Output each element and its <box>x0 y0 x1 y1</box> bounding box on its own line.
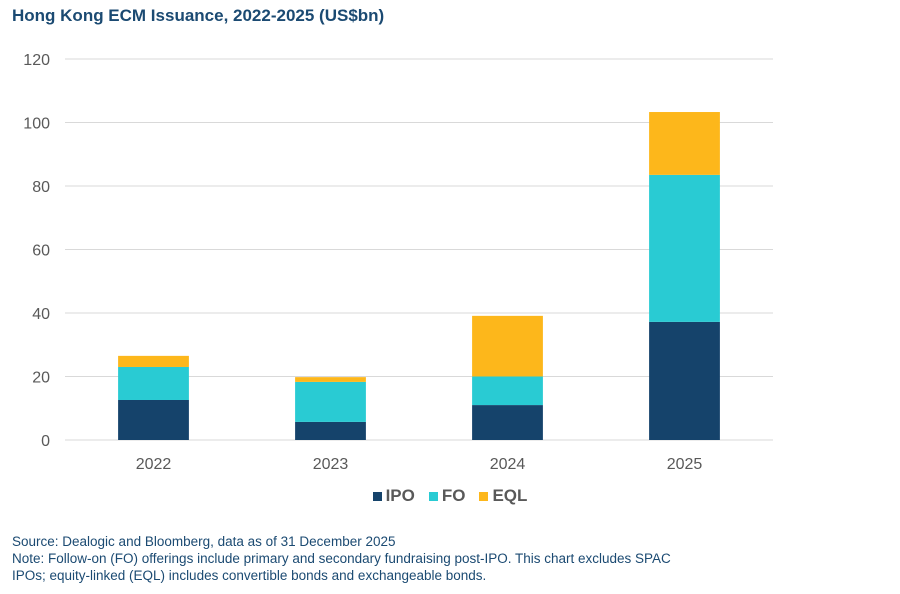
legend-label-eql: EQL <box>492 486 528 505</box>
legend-swatch-ipo <box>372 491 382 501</box>
legend-label-ipo: IPO <box>385 486 415 505</box>
legend-item-eql: EQL <box>479 486 527 506</box>
note-line-2: IPOs; equity-linked (EQL) includes conve… <box>12 568 487 583</box>
chart-title: Hong Kong ECM Issuance, 2022-2025 (US$bn… <box>12 6 385 25</box>
legend-label-fo: FO <box>441 486 466 505</box>
bar-fo-2022 <box>118 366 189 400</box>
note-line-1: Note: Follow-on (FO) offerings include p… <box>12 551 671 566</box>
y-tick-label: 120 <box>23 52 50 69</box>
x-tick-label: 2023 <box>313 456 349 473</box>
legend-swatch-fo <box>428 491 438 501</box>
x-tick-label: 2022 <box>136 456 172 473</box>
bar-ipo-2022 <box>118 399 189 440</box>
bar-fo-2024 <box>472 376 543 406</box>
y-tick-label: 60 <box>32 243 50 260</box>
bar-eql-2024 <box>472 315 543 377</box>
y-tick-label: 40 <box>32 306 50 323</box>
legend-item-ipo: IPO <box>372 486 415 506</box>
bar-fo-2025 <box>649 174 720 322</box>
footnotes: Source: Dealogic and Bloomberg, data as … <box>12 533 671 584</box>
bar-eql-2025 <box>649 112 720 175</box>
y-tick-label: 0 <box>41 433 50 450</box>
legend-item-fo: FO <box>428 486 466 506</box>
legend: IPO FO EQL <box>0 486 900 506</box>
x-tick-label: 2025 <box>667 456 703 473</box>
y-tick-label: 80 <box>32 179 50 196</box>
y-tick-label: 100 <box>23 116 50 133</box>
y-tick-label: 20 <box>32 370 50 387</box>
bar-ipo-2024 <box>472 405 543 440</box>
x-tick-label: 2024 <box>490 456 526 473</box>
bar-eql-2023 <box>295 377 366 382</box>
bar-ipo-2025 <box>649 321 720 440</box>
bar-eql-2022 <box>118 355 189 367</box>
bar-fo-2023 <box>295 381 366 422</box>
legend-swatch-eql <box>479 491 489 501</box>
source-note: Source: Dealogic and Bloomberg, data as … <box>12 534 396 549</box>
bar-ipo-2023 <box>295 421 366 440</box>
